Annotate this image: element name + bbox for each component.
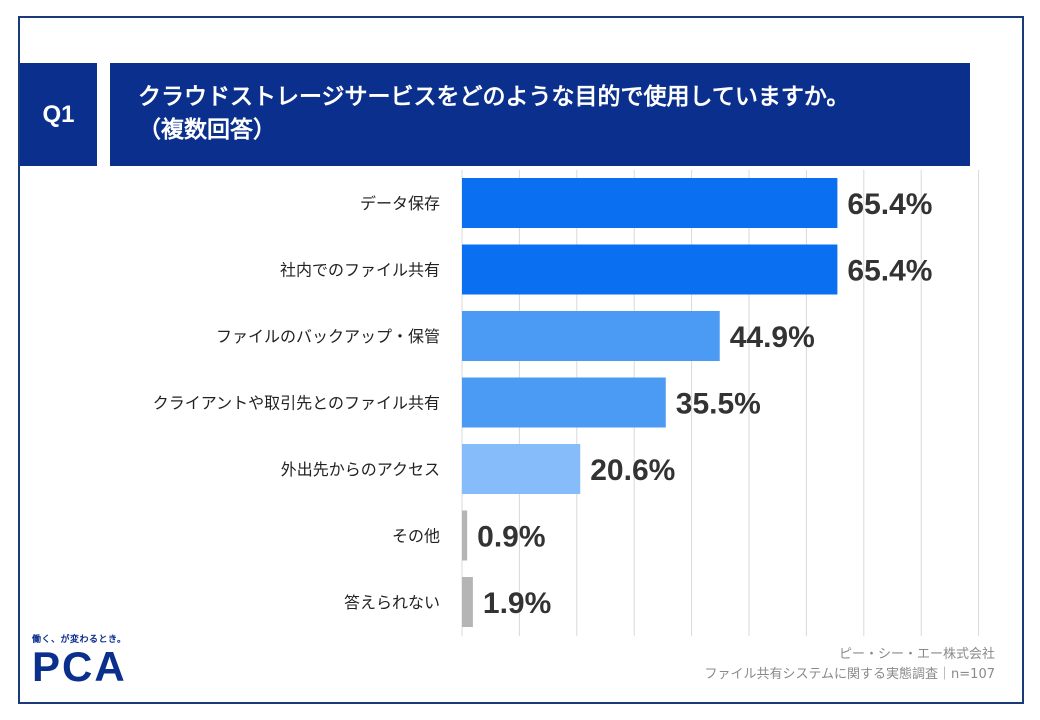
bar — [462, 377, 666, 428]
title-line-1: クラウドストレージサービスをどのような目的で使用していますか。 — [138, 84, 850, 110]
source-survey: ファイル共有システムに関する実態調査｜n=107 — [704, 667, 995, 682]
value-label: 1.9% — [483, 587, 551, 620]
category-label: ファイルのバックアップ・保管 — [216, 327, 440, 346]
title-line-2: （複数回答） — [138, 117, 276, 143]
category-label: データ保存 — [360, 194, 440, 213]
value-label: 0.9% — [477, 521, 545, 554]
value-label: 44.9% — [730, 321, 815, 354]
chart-frame: Q1 クラウドストレージサービスをどのような目的で使用していますか。 （複数回答… — [18, 16, 1024, 704]
bar — [462, 244, 838, 295]
source-note: ピー・シー・エー株式会社 ファイル共有システムに関する実態調査｜n=107 — [704, 645, 995, 685]
bar — [462, 178, 838, 228]
pca-logo: 働く、が変わるとき。 PCA — [32, 632, 127, 689]
bar — [462, 444, 581, 494]
value-label: 65.4% — [847, 255, 932, 288]
chart-title: クラウドストレージサービスをどのような目的で使用していますか。 （複数回答） — [110, 63, 970, 166]
category-label: その他 — [392, 527, 440, 546]
logo-text: PCA — [32, 643, 127, 690]
question-number: Q1 — [20, 63, 97, 166]
bar — [462, 510, 468, 561]
value-label: 20.6% — [590, 454, 675, 487]
bar — [462, 311, 720, 361]
value-label: 35.5% — [676, 388, 761, 421]
category-label: 社内でのファイル共有 — [280, 261, 440, 280]
logo-tagline: 働く、が変わるとき。 — [32, 635, 127, 645]
bar — [462, 577, 473, 627]
source-company: ピー・シー・エー株式会社 — [838, 647, 995, 662]
value-label: 65.4% — [847, 188, 932, 221]
category-label: 答えられない — [344, 593, 440, 612]
category-label: クライアントや取引先とのファイル共有 — [153, 394, 440, 413]
category-label: 外出先からのアクセス — [281, 460, 440, 479]
